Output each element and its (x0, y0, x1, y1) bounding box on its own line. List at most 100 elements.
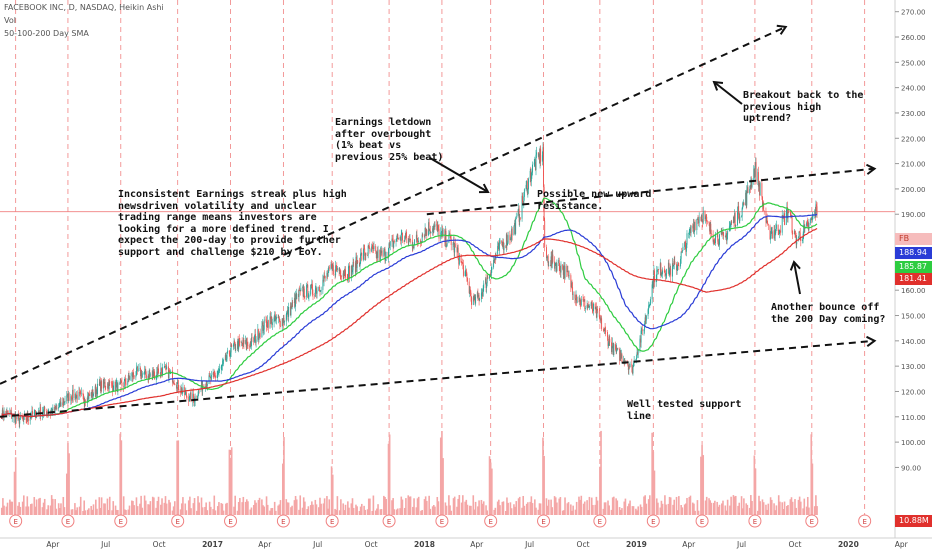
volume-bar (786, 506, 788, 515)
volume-bar (616, 500, 619, 515)
candle-body (724, 235, 726, 237)
volume-bar (380, 509, 383, 515)
volume-bar (705, 496, 708, 515)
candle-body (721, 232, 723, 234)
candle-body (364, 248, 366, 256)
candle-body (307, 297, 309, 298)
candle-body (597, 309, 598, 311)
volume-bar (236, 510, 239, 515)
candle-body (202, 386, 204, 387)
candle-body (162, 367, 164, 376)
volume-bar (26, 496, 29, 515)
candle-body (125, 383, 127, 385)
candle-body (242, 344, 244, 346)
candle-body (32, 410, 33, 415)
candle-body (188, 396, 190, 402)
candle-body (606, 332, 608, 337)
volume-bar (234, 495, 236, 515)
candle-body (433, 226, 435, 227)
volume-bar (408, 496, 411, 515)
volume-bar (148, 504, 151, 515)
candle-body (352, 270, 353, 273)
candle-body (18, 416, 20, 424)
volume-bar (369, 498, 371, 515)
volume-bar (570, 504, 572, 515)
candle-body (377, 249, 379, 258)
candle-body (91, 392, 93, 397)
candle-body (324, 275, 326, 279)
volume-bar (298, 509, 300, 515)
candle-body (316, 288, 317, 294)
candle-body (120, 381, 122, 383)
volume-bar (315, 504, 318, 515)
candle-body (221, 366, 223, 367)
candle-body (680, 251, 682, 259)
candle-body (166, 366, 168, 370)
candle-body (505, 245, 507, 248)
candle-body (218, 371, 220, 373)
volume-bar (669, 497, 672, 515)
candle-body (206, 382, 208, 386)
volume-bar (431, 506, 434, 515)
candle-body (90, 392, 92, 397)
volume-bar (131, 500, 133, 515)
candle-body (72, 389, 74, 400)
candle-body (684, 241, 686, 247)
candle-body (685, 244, 687, 252)
candle-body (346, 277, 348, 279)
candle-body (74, 393, 76, 398)
x-tick-label: Oct (577, 540, 590, 549)
candle-body (348, 265, 350, 267)
volume-bar (9, 499, 11, 515)
volume-bar (18, 502, 20, 515)
volume-bar (522, 495, 525, 515)
volume-bar (165, 503, 168, 515)
candle-body (279, 319, 281, 326)
volume-bar (523, 505, 526, 515)
candle-body (588, 304, 590, 308)
volume-bar (122, 496, 125, 515)
volume-bar (743, 498, 745, 515)
candle-body (367, 255, 369, 256)
volume-bar (156, 500, 159, 515)
candle-body (168, 370, 170, 379)
candle-body (343, 273, 345, 276)
candle-body (291, 302, 293, 309)
candle-body (611, 342, 612, 353)
candle-body (446, 242, 448, 246)
volume-bar (407, 495, 410, 515)
candle-body (97, 383, 99, 395)
volume-bar (507, 502, 509, 515)
x-tick-label: 2018 (414, 540, 435, 549)
candle-body (246, 342, 248, 348)
volume-bar (660, 500, 663, 515)
volume-bar (112, 501, 115, 515)
candle-body (406, 231, 407, 239)
candle-body (220, 366, 222, 369)
candle-body (530, 170, 532, 182)
candle-body (324, 275, 326, 277)
candle-body (99, 381, 101, 386)
volume-bar (417, 496, 420, 515)
candle-body (266, 326, 268, 328)
candle-body (673, 265, 675, 267)
trendline-2 (426, 167, 875, 216)
volume-bar (722, 500, 724, 515)
volume-bar (364, 509, 367, 515)
volume-bar (39, 497, 41, 515)
volume-bar (187, 500, 190, 515)
candle-body (28, 419, 29, 421)
earnings-marker-icon (537, 514, 551, 528)
candle-body (401, 232, 403, 234)
volume-bar (399, 508, 401, 515)
candle-body (66, 395, 68, 401)
candle-body (605, 329, 607, 333)
candle-body (599, 316, 601, 320)
volume-bar (587, 510, 590, 515)
candle-body (262, 322, 264, 331)
candle-body (572, 294, 574, 296)
volume-bar (82, 510, 84, 515)
volume-bar (782, 508, 785, 515)
volume-bar (769, 497, 772, 515)
